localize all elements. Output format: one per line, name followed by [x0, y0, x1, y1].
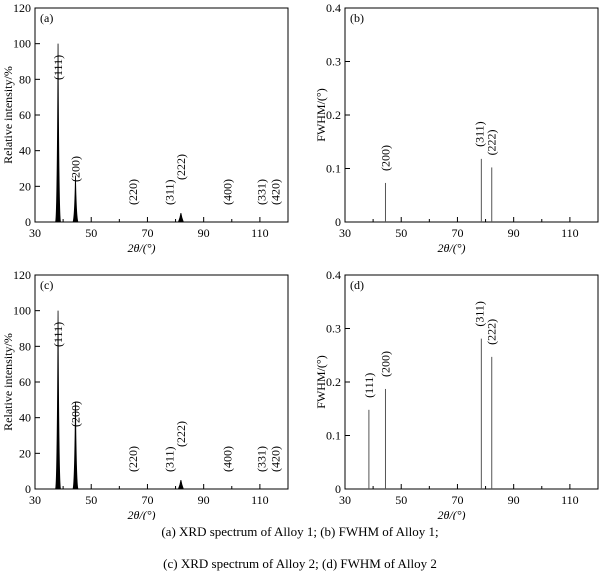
y-tick-label: 100 [13, 37, 31, 51]
y-tick-label: 0.1 [326, 162, 341, 176]
x-tick-label: 90 [508, 493, 520, 507]
diffraction-peak [54, 43, 62, 223]
x-tick-label: 70 [451, 493, 463, 507]
peak-label: (111) [51, 55, 65, 80]
peak-label: (222) [485, 319, 499, 345]
panel-d: 30 50 70 90 110 0 0.1 0.2 0.3 0.4 2θ/(°) FWHM/(°) (d… [314, 268, 599, 520]
peak-label: (400) [221, 179, 235, 205]
x-axis-label: 2θ/(°) [437, 241, 465, 255]
y-tick-label: 20 [19, 179, 31, 193]
diffraction-peak [72, 175, 79, 223]
y-tick-label: 0.3 [326, 322, 341, 336]
caption-line-1: (a) XRD spectrum of Alloy 1; (b) FWHM of… [161, 524, 439, 539]
x-tick-label: 30 [29, 493, 41, 507]
x-axis-label: 2θ/(°) [437, 508, 465, 520]
peak-label: (400) [221, 446, 235, 472]
x-tick-label: 30 [29, 226, 41, 240]
peak-label: (311) [472, 301, 486, 327]
peak-label: (420) [268, 446, 282, 472]
diffraction-peak [72, 401, 79, 490]
y-tick-label: 0.1 [326, 429, 341, 443]
y-tick-label: 40 [19, 411, 31, 425]
x-tick-label: 50 [395, 226, 407, 240]
y-axis-label: FWHM/(°) [314, 355, 328, 408]
peak-label: (420) [268, 179, 282, 205]
xrd-figure: 30 50 70 90 110 0 20 40 60 80 100 120 2θ/(°) Relative… [1, 1, 599, 520]
peak-label: (220) [126, 179, 140, 205]
diffraction-peak [177, 213, 185, 223]
peak-label: (200) [378, 351, 392, 377]
x-tick-label: 70 [141, 493, 153, 507]
caption-line-2: (c) XRD spectrum of Alloy 2; (d) FWHM of… [163, 556, 437, 571]
plot-frame [344, 7, 599, 223]
x-tick-label: 30 [339, 493, 351, 507]
panel-label: (c) [40, 278, 53, 292]
y-axis-label: Relative intensity/% [1, 66, 15, 164]
y-axis-label: Relative intensity/% [1, 333, 15, 431]
x-tick-label: 30 [339, 226, 351, 240]
y-tick-label: 0.4 [326, 1, 341, 15]
y-tick-label: 120 [13, 268, 31, 282]
x-tick-label: 90 [508, 226, 520, 240]
peak-label: (220) [126, 446, 140, 472]
peak-label: (111) [362, 373, 376, 398]
peak-label: (311) [162, 446, 176, 472]
y-tick-label: 120 [13, 1, 31, 15]
panel-b: 30 50 70 90 110 0 0.1 0.2 0.3 0.4 2θ/(°) FWHM/(°) (b… [314, 1, 599, 255]
x-tick-label: 70 [141, 226, 153, 240]
x-tick-label: 110 [561, 493, 579, 507]
diffraction-peak [177, 480, 185, 490]
x-axis-label: 2θ/(°) [127, 508, 155, 520]
diffraction-peak [54, 310, 62, 490]
peak-label: (200) [68, 401, 82, 427]
panel-label: (d) [350, 278, 364, 292]
peak-label: (200) [378, 145, 392, 171]
x-tick-label: 70 [451, 226, 463, 240]
y-tick-label: 0 [335, 215, 341, 229]
y-tick-label: 20 [19, 446, 31, 460]
x-tick-label: 110 [251, 226, 269, 240]
y-tick-label: 0 [25, 215, 31, 229]
y-tick-label: 0.2 [326, 108, 341, 122]
x-tick-label: 90 [198, 226, 210, 240]
x-tick-label: 110 [251, 493, 269, 507]
x-tick-label: 50 [395, 493, 407, 507]
y-tick-label: 40 [19, 144, 31, 158]
y-tick-label: 0 [25, 482, 31, 496]
peak-label: (111) [51, 322, 65, 347]
panel-label: (b) [350, 11, 364, 25]
x-tick-label: 90 [198, 493, 210, 507]
peak-label: (222) [174, 154, 188, 180]
x-axis-label: 2θ/(°) [127, 241, 155, 255]
panel-c: 30 50 70 90 110 0 20 40 60 80 100 120 2θ/(°) Relative… [1, 268, 289, 520]
y-tick-label: 100 [13, 304, 31, 318]
x-tick-label: 50 [85, 493, 97, 507]
y-tick-label: 80 [19, 339, 31, 353]
peak-label: (311) [162, 179, 176, 205]
y-tick-label: 0.4 [326, 268, 341, 282]
peak-label: (331) [254, 446, 268, 472]
peak-label: (222) [485, 129, 499, 155]
peak-label: (331) [254, 179, 268, 205]
peak-label: (222) [174, 421, 188, 447]
y-tick-label: 0.2 [326, 375, 341, 389]
y-tick-label: 0.3 [326, 55, 341, 69]
x-tick-label: 110 [561, 226, 579, 240]
y-tick-label: 0 [335, 482, 341, 496]
y-axis-label: FWHM/(°) [314, 88, 328, 141]
panel-a: 30 50 70 90 110 0 20 40 60 80 100 120 2θ/(°) Relative… [1, 1, 289, 255]
y-tick-label: 60 [19, 108, 31, 122]
y-tick-label: 60 [19, 375, 31, 389]
y-tick-label: 80 [19, 72, 31, 86]
panel-label: (a) [40, 11, 53, 25]
x-tick-label: 50 [85, 226, 97, 240]
peak-label: (200) [68, 156, 82, 182]
peak-label: (311) [472, 121, 486, 147]
